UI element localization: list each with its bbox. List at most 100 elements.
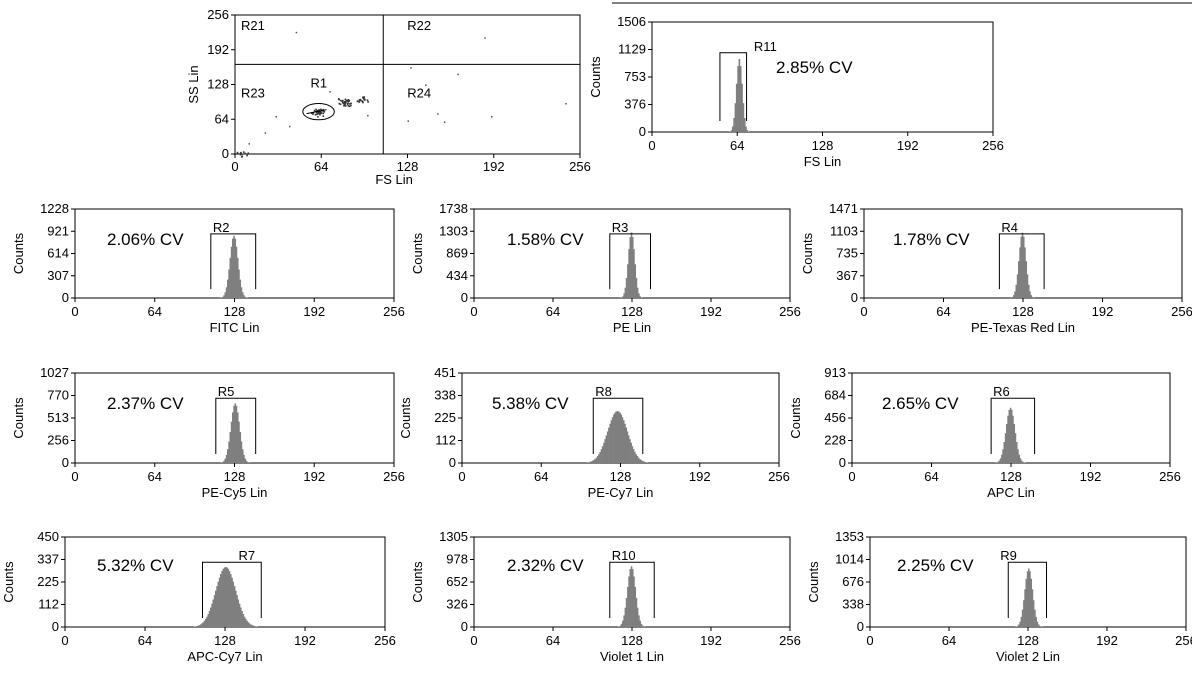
gate-bracket bbox=[210, 233, 257, 290]
histogram-bar bbox=[238, 603, 241, 627]
histogram-bar bbox=[1018, 624, 1020, 627]
x-tick-label: 128 bbox=[214, 633, 236, 648]
gate-bracket bbox=[215, 397, 257, 454]
histogram-bar bbox=[598, 454, 600, 463]
histogram-bar bbox=[637, 457, 640, 463]
y-tick-label: 0 bbox=[851, 290, 858, 305]
gate-bracket bbox=[609, 233, 652, 290]
histogram-bar bbox=[628, 576, 630, 627]
histogram-bar bbox=[216, 586, 218, 627]
y-tick-label: 256 bbox=[207, 7, 229, 22]
x-tick-label: 256 bbox=[1175, 633, 1192, 648]
histogram-bar bbox=[228, 441, 230, 463]
y-tick-label: 450 bbox=[37, 529, 59, 544]
x-tick-label: 256 bbox=[1159, 469, 1181, 484]
histogram-bar bbox=[1015, 284, 1018, 298]
histogram-bar bbox=[643, 626, 645, 627]
histogram-bar bbox=[224, 292, 227, 298]
r1-label: R1 bbox=[311, 76, 328, 91]
pecy5-histogram-panel: R5 2.37% CV 0 64 128 192 256 0 256 513 770 1027 PE-C… bbox=[11, 365, 405, 500]
histogram-bar bbox=[1026, 274, 1029, 298]
event-dot bbox=[344, 98, 347, 101]
x-tick-label: 192 bbox=[1096, 633, 1118, 648]
histogram-bar bbox=[237, 412, 239, 463]
gate-label: R4 bbox=[1001, 220, 1018, 235]
y-tick-label: 0 bbox=[839, 455, 846, 470]
histogram-bar bbox=[746, 130, 749, 132]
event-dot bbox=[320, 108, 322, 111]
x-tick-label: 128 bbox=[224, 469, 246, 484]
histogram-bar bbox=[632, 569, 634, 627]
histogram-bar bbox=[1011, 409, 1013, 463]
event-dot bbox=[343, 103, 346, 106]
y-tick-label: 869 bbox=[446, 246, 468, 261]
histogram-bar bbox=[739, 66, 742, 132]
histogram-bar bbox=[1025, 261, 1028, 298]
histogram-bar bbox=[244, 458, 247, 463]
y-tick-label: 676 bbox=[842, 574, 864, 589]
histogram-bar bbox=[248, 623, 251, 627]
x-tick-label: 0 bbox=[458, 469, 465, 484]
histogram-bar bbox=[251, 625, 253, 627]
histogram-bar bbox=[1034, 609, 1036, 627]
y-tick-label: 456 bbox=[824, 410, 846, 425]
histogram-bar bbox=[235, 590, 237, 627]
histogram-bar bbox=[729, 131, 731, 132]
histogram-bar bbox=[1016, 442, 1018, 463]
x-tick-label: 192 bbox=[1092, 304, 1114, 319]
histogram-bar bbox=[735, 83, 738, 132]
violet1-histogram-panel: R10 2.32% CV 0 64 128 192 256 0 326 652 978 1305 Vio… bbox=[410, 529, 801, 664]
event-dot bbox=[348, 105, 351, 108]
event-dot bbox=[323, 111, 326, 113]
y-tick-label: 192 bbox=[207, 42, 229, 57]
x-tick-label: 0 bbox=[866, 633, 873, 648]
y-tick-label: 1506 bbox=[617, 14, 646, 29]
histogram-bar bbox=[632, 237, 634, 298]
event-dot bbox=[350, 102, 352, 105]
event-dot bbox=[244, 152, 246, 155]
event-dot bbox=[367, 101, 369, 103]
y-axis-label: Counts bbox=[806, 561, 821, 603]
y-tick-label: 1738 bbox=[439, 201, 468, 216]
histogram-bar bbox=[234, 238, 237, 298]
cv-value: 1.58% CV bbox=[507, 230, 584, 249]
y-tick-label: 1305 bbox=[439, 529, 468, 544]
histogram-bar bbox=[212, 599, 215, 627]
gate-label: R6 bbox=[993, 384, 1010, 399]
region-label-r22: R22 bbox=[407, 18, 431, 33]
x-tick-label: 64 bbox=[924, 469, 938, 484]
gate-bracket bbox=[990, 397, 1036, 454]
histogram-bar bbox=[622, 620, 624, 627]
histogram-bar bbox=[611, 417, 614, 463]
x-tick-label: 192 bbox=[1080, 469, 1102, 484]
histogram-bar bbox=[232, 581, 235, 627]
event-dot bbox=[342, 102, 345, 105]
event-dot bbox=[343, 105, 345, 107]
histogram-bar bbox=[1032, 600, 1035, 627]
histogram-bar bbox=[253, 626, 256, 627]
histogram-bar bbox=[198, 625, 201, 627]
event-dot bbox=[264, 132, 267, 134]
histogram-bar bbox=[608, 427, 610, 463]
event-dot bbox=[240, 152, 242, 155]
histogram-bar bbox=[1014, 291, 1016, 298]
y-tick-label: 112 bbox=[38, 597, 59, 612]
histogram-bar bbox=[609, 423, 611, 463]
x-tick-label: 64 bbox=[148, 304, 162, 319]
y-tick-label: 684 bbox=[824, 388, 846, 403]
histogram-bar bbox=[197, 625, 200, 627]
histogram-bar bbox=[603, 442, 605, 463]
y-tick-label: 735 bbox=[836, 246, 858, 261]
event-dot bbox=[347, 99, 350, 101]
histogram-bar bbox=[730, 130, 733, 132]
y-tick-label: 0 bbox=[62, 455, 69, 470]
x-axis-label: PE Lin bbox=[613, 320, 651, 335]
x-axis-label: FITC Lin bbox=[210, 320, 260, 335]
event-dot bbox=[248, 143, 250, 145]
event-dot bbox=[322, 115, 325, 117]
histogram-bar bbox=[633, 249, 635, 298]
histogram-bar bbox=[604, 439, 606, 463]
x-tick-label: 256 bbox=[383, 469, 405, 484]
histogram-bar bbox=[230, 421, 233, 463]
histogram-bar bbox=[733, 118, 735, 132]
